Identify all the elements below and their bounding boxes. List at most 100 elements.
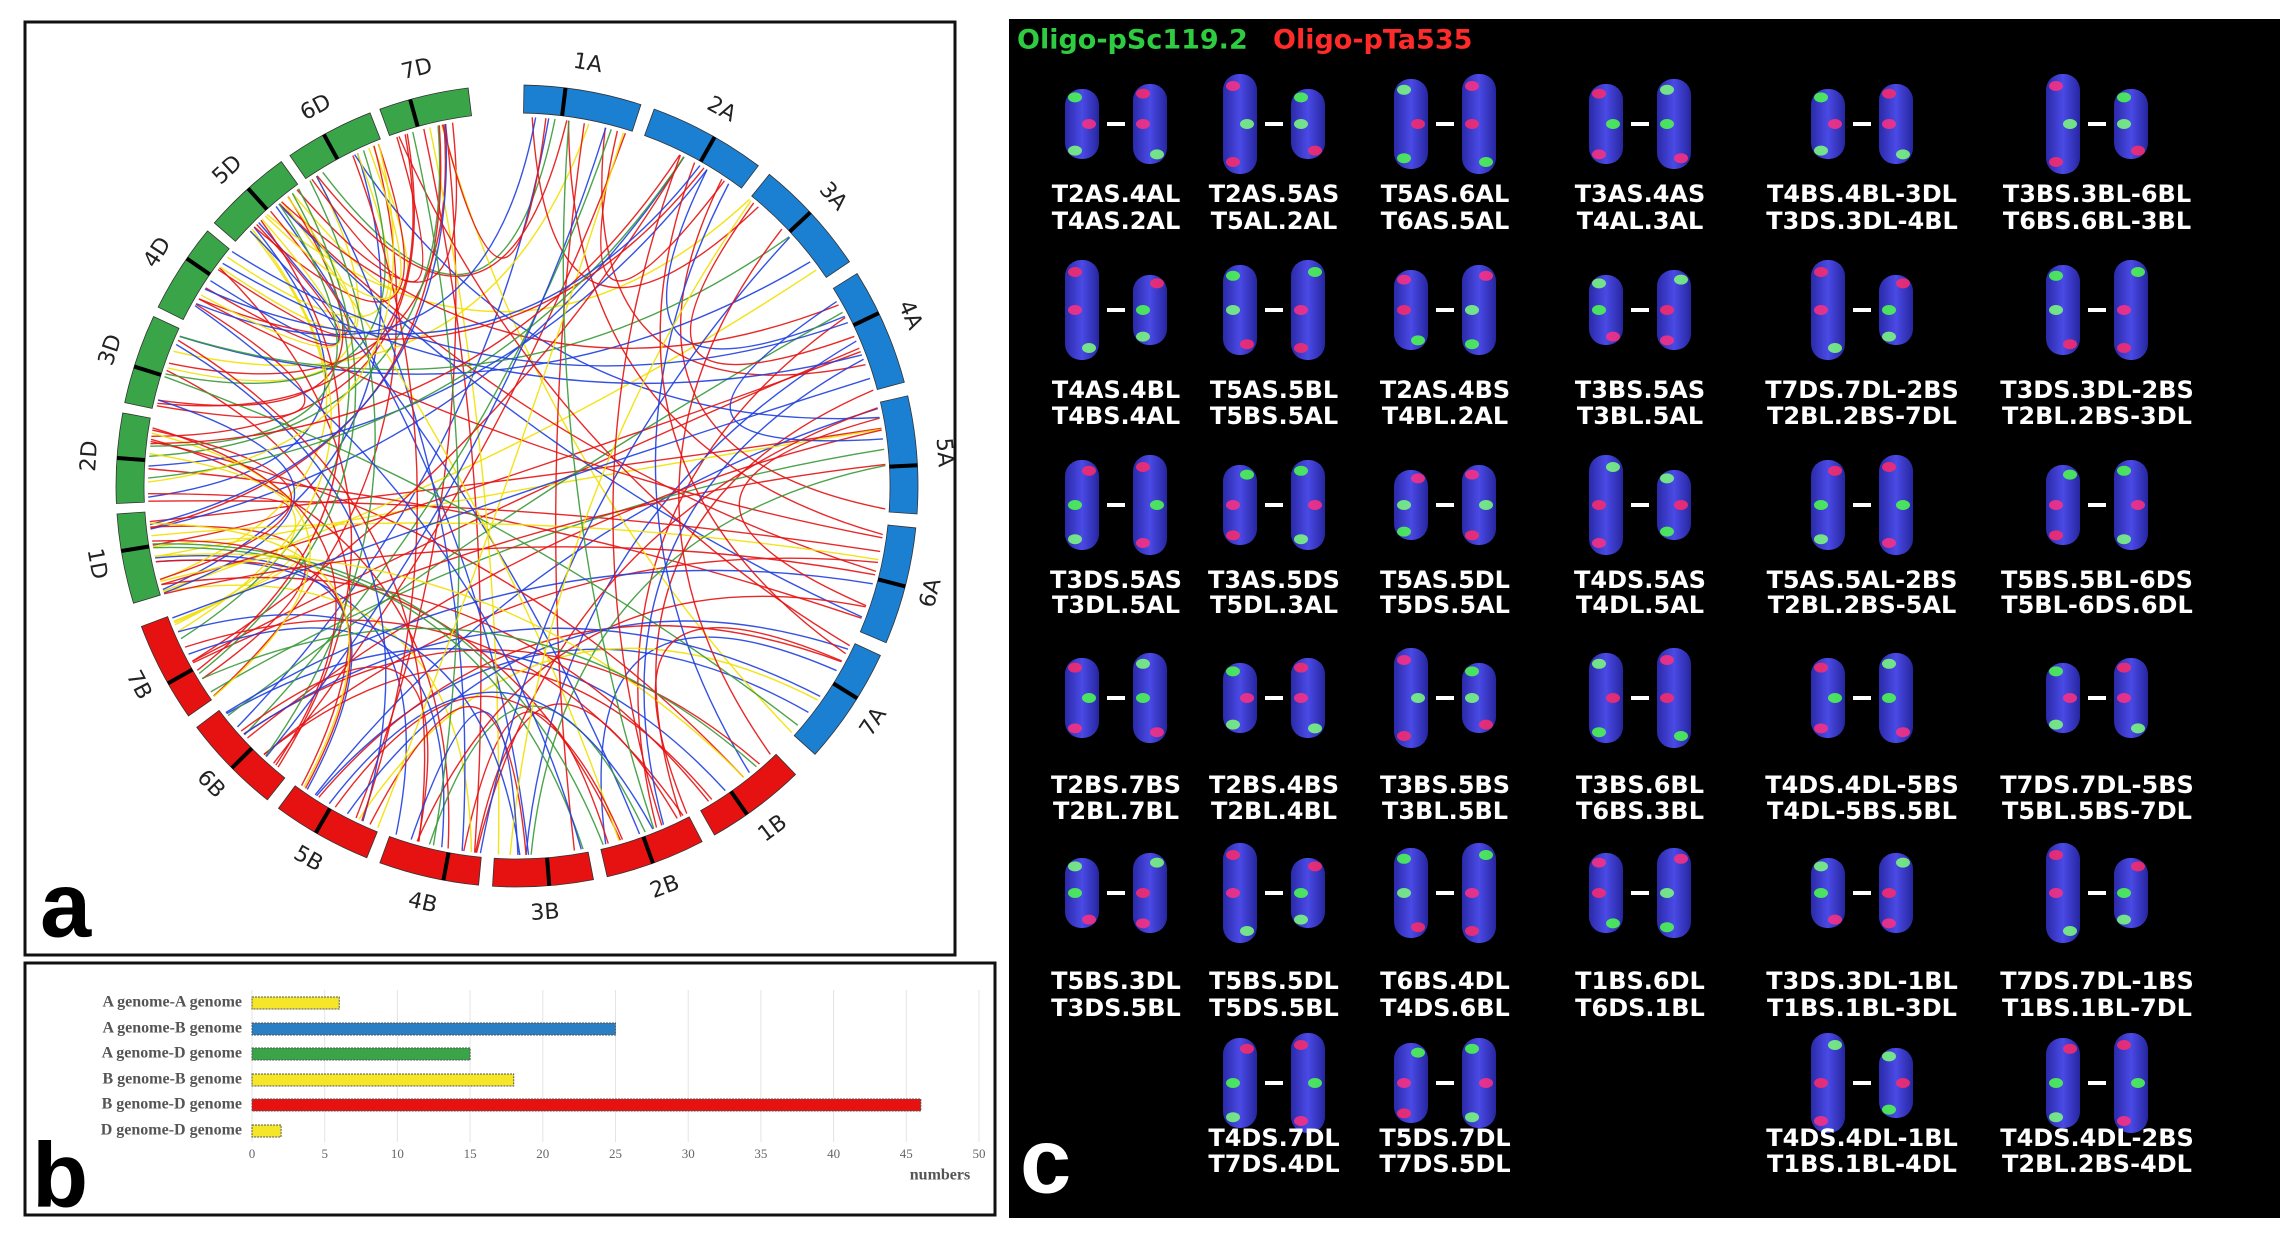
signal-dot (1660, 84, 1674, 95)
circos-link (377, 132, 625, 828)
signal-dot (2131, 267, 2145, 277)
translocation-label: T6DS.1BL (1575, 994, 1705, 1022)
signal-dot (2049, 1112, 2063, 1123)
translocation-label: T5BS.5DL (1209, 967, 1339, 995)
signal-dot (1674, 500, 1688, 510)
translocation-label: T2BL.7BL (1053, 797, 1179, 825)
bar (251, 1022, 616, 1036)
circos-link (600, 130, 726, 282)
signal-dot (1082, 693, 1096, 703)
signal-dot (1592, 727, 1606, 738)
centromere (246, 187, 269, 211)
signal-dot (1136, 888, 1150, 898)
circos-link (231, 250, 849, 367)
translocation-label: T3BS.5BS (1380, 771, 1510, 799)
signal-dot (1240, 119, 1254, 129)
centromere (314, 807, 332, 834)
chromosome-segment (196, 709, 286, 801)
signal-dot (1294, 534, 1308, 545)
circos-link (525, 340, 857, 855)
translocation-label: T4AS.2AL (1052, 207, 1181, 235)
circos-link (227, 311, 843, 717)
signal-dot (1660, 119, 1674, 129)
bar (251, 996, 340, 1010)
translocation-label: T3AS.4AS (1575, 180, 1706, 208)
circos-link (165, 150, 386, 385)
circos-link (729, 300, 884, 442)
circos-link (314, 407, 878, 796)
circos-link (150, 125, 442, 529)
circos-link (198, 298, 883, 539)
signal-dot (2117, 119, 2131, 129)
signal-dot (2049, 157, 2063, 167)
centromere (120, 544, 150, 553)
signal-dot (2049, 81, 2063, 91)
signal-dot (1397, 500, 1411, 510)
centromere (408, 98, 420, 128)
signal-dot (1226, 719, 1240, 730)
circos-link (311, 136, 424, 283)
circos-link (177, 228, 332, 633)
signal-dot (1226, 850, 1240, 860)
signal-dot (1882, 918, 1896, 929)
signal-dot (1294, 119, 1308, 129)
circos-link (258, 222, 641, 835)
translocation-label: T5AS.5AL-2BS (1767, 566, 1958, 594)
translocation-label: T3BS.6BL (1576, 771, 1704, 799)
signal-dot (1660, 922, 1674, 933)
circos-link (281, 201, 839, 349)
signal-dot (1397, 1108, 1411, 1119)
signal-dot (1068, 267, 1082, 277)
signal-dot (1592, 888, 1606, 898)
signal-dot (2117, 1116, 2131, 1126)
circos-link (154, 553, 745, 778)
centromere (699, 136, 717, 163)
circos-link (243, 627, 821, 735)
circos-link (474, 703, 678, 853)
signal-dot (1814, 723, 1828, 734)
circos-link (612, 154, 682, 826)
signal-dot (1828, 119, 1842, 129)
centromere (166, 667, 194, 686)
translocation-label: T3DS.5BL (1051, 994, 1181, 1022)
circos-link (184, 619, 684, 816)
translocation-label: T5DS.5BL (1209, 994, 1339, 1022)
signal-dot (1814, 534, 1828, 545)
circos-link (291, 145, 409, 290)
chromosome-segment (116, 511, 161, 604)
legend-label: Oligo-pSc119.2 (1017, 25, 1248, 56)
signal-dot (1660, 655, 1674, 665)
signal-dot (2063, 693, 2077, 703)
circos-link (148, 493, 289, 546)
chromosome-segment (600, 816, 703, 878)
signal-dot (1226, 666, 1240, 677)
chromosome-segment (213, 161, 299, 242)
signal-dot (1896, 149, 1910, 160)
signal-dot (1397, 853, 1411, 864)
signal-dot (1882, 305, 1896, 315)
translocation-label: T2BS.4BS (1209, 771, 1339, 799)
signal-dot (1226, 1078, 1240, 1088)
translocation-label: T4DS.6BL (1380, 994, 1510, 1022)
circos-link (441, 118, 547, 259)
circos-link (567, 120, 883, 536)
centromere (852, 311, 880, 327)
circos-link (509, 200, 752, 856)
signal-dot (1465, 693, 1479, 703)
panel-c-frame (1009, 19, 2280, 1218)
chromosome-segment (832, 272, 905, 390)
signal-dot (1411, 335, 1425, 346)
signal-dot (1397, 274, 1411, 285)
signal-dot (1068, 861, 1082, 872)
signal-dot (1882, 538, 1896, 548)
signal-dot (1592, 305, 1606, 315)
chromosome-segment (277, 785, 378, 859)
signal-dot (1479, 850, 1493, 860)
signal-dot (1882, 119, 1896, 129)
centromere (560, 87, 568, 116)
signal-dot (2117, 534, 2131, 545)
x-tick-label: 40 (827, 1146, 840, 1161)
circos-link (315, 175, 466, 851)
signal-dot (2049, 719, 2063, 730)
signal-dot (1082, 465, 1096, 476)
